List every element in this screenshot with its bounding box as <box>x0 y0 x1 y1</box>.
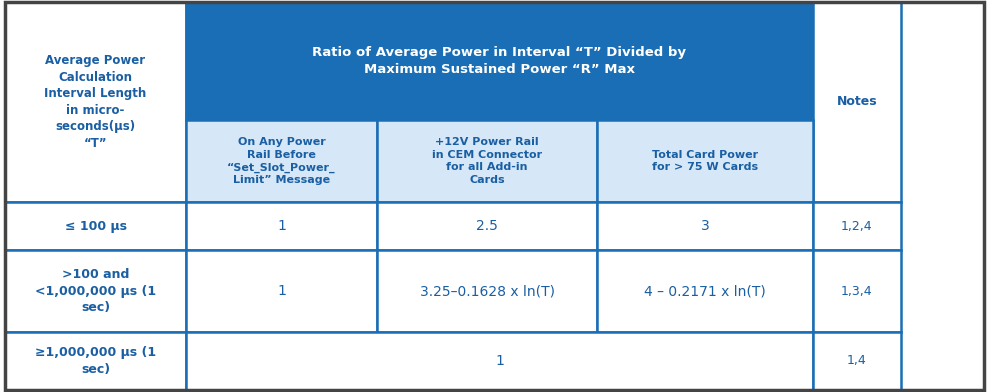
Bar <box>813 2 901 202</box>
Bar <box>5 202 186 250</box>
Bar <box>377 120 597 202</box>
Bar <box>186 332 813 390</box>
Bar <box>377 202 597 250</box>
Text: 4 – 0.2171 x ln(T): 4 – 0.2171 x ln(T) <box>644 284 765 298</box>
Text: Ratio of Average Power in Interval “T” Divided by
Maximum Sustained Power “R” Ma: Ratio of Average Power in Interval “T” D… <box>313 46 686 76</box>
Text: ≤ 100 μs: ≤ 100 μs <box>64 220 127 232</box>
Text: ≥1,000,000 μs (1
sec): ≥1,000,000 μs (1 sec) <box>35 346 156 376</box>
Text: 1,2,4: 1,2,4 <box>841 220 872 232</box>
Text: On Any Power
Rail Before
“Set_Slot_Power_
Limit” Message: On Any Power Rail Before “Set_Slot_Power… <box>227 137 336 185</box>
Text: 1,4: 1,4 <box>847 354 866 367</box>
Text: 3: 3 <box>700 219 709 233</box>
Text: 1,3,4: 1,3,4 <box>841 285 872 298</box>
Bar <box>186 120 377 202</box>
Bar <box>186 250 377 332</box>
Text: Total Card Power
for > 75 W Cards: Total Card Power for > 75 W Cards <box>652 150 759 172</box>
Bar <box>813 250 901 332</box>
Bar <box>186 202 377 250</box>
Bar <box>813 202 901 250</box>
Bar <box>377 250 597 332</box>
Bar <box>597 250 813 332</box>
Bar <box>813 332 901 390</box>
Text: 2.5: 2.5 <box>477 219 498 233</box>
Text: 3.25–0.1628 x ln(T): 3.25–0.1628 x ln(T) <box>419 284 555 298</box>
Bar <box>597 120 813 202</box>
Text: Notes: Notes <box>837 95 877 109</box>
Text: 1: 1 <box>277 219 286 233</box>
Text: 1: 1 <box>277 284 286 298</box>
Bar <box>5 332 186 390</box>
Text: >100 and
<1,000,000 μs (1
sec): >100 and <1,000,000 μs (1 sec) <box>35 268 156 314</box>
Bar <box>5 2 186 202</box>
Bar <box>597 202 813 250</box>
Bar <box>186 2 813 120</box>
Bar <box>5 250 186 332</box>
Text: +12V Power Rail
in CEM Connector
for all Add-in
Cards: +12V Power Rail in CEM Connector for all… <box>432 137 542 185</box>
Text: 1: 1 <box>494 354 503 368</box>
Text: Average Power
Calculation
Interval Length
in micro-
seconds(μs)
“T”: Average Power Calculation Interval Lengt… <box>45 54 146 150</box>
